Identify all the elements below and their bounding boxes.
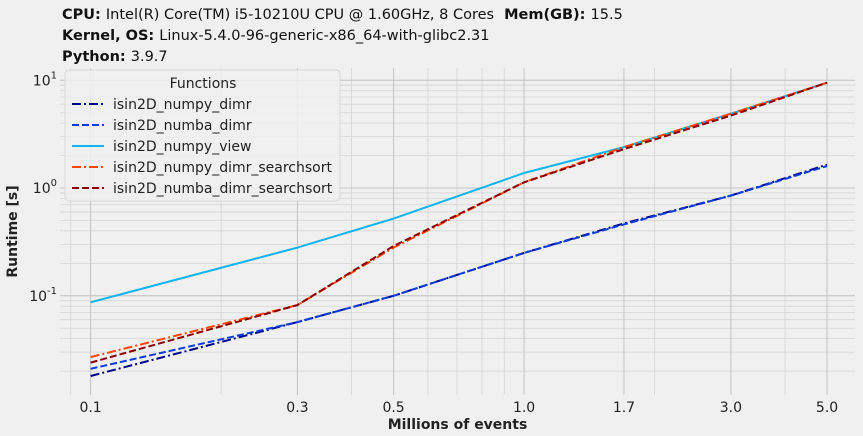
header-line-1: CPU: Intel(R) Core(TM) i5-10210U CPU @ 1… (62, 7, 623, 23)
y-axis-label: Runtime [s] (5, 185, 21, 277)
legend-entry: isin2D_numpy_dimr (113, 97, 252, 113)
system-info-header: CPU: Intel(R) Core(TM) i5-10210U CPU @ 1… (62, 7, 623, 65)
x-tick-label: 0.1 (79, 400, 101, 416)
x-axis-label: Millions of events (388, 417, 528, 433)
x-tick-label: 0.5 (382, 400, 404, 416)
header-line-3: Python: 3.9.7 (62, 49, 168, 65)
header-value: 3.9.7 (131, 49, 168, 65)
y-tick-labels: 10-1 100 101 (29, 70, 57, 305)
header-key: CPU: (62, 7, 106, 23)
x-tick-label: 3.0 (720, 400, 742, 416)
legend: Functions isin2D_numpy_dimr isin2D_numba_… (64, 69, 341, 202)
header-line-2: Kernel, OS: Linux-5.4.0-96-generic-x86_6… (62, 28, 490, 44)
header-key: Python: (62, 49, 131, 65)
x-tick-labels: 0.1 0.3 0.5 1.0 1.7 3.0 5.0 (79, 400, 838, 416)
header-value: Linux-5.4.0-96-generic-x86_64-with-glibc… (159, 28, 489, 44)
legend-entry: isin2D_numpy_view (113, 139, 251, 155)
legend-title: Functions (170, 76, 237, 92)
x-tick-label: 1.0 (513, 400, 535, 416)
series-line-isin2D_numba_dimr_searchsort (90, 81, 828, 364)
y-tick-label: 100 (33, 178, 57, 197)
legend-entry: isin2D_numba_dimr_searchsort (113, 181, 333, 197)
header-key: Mem(GB): (504, 7, 590, 23)
y-tick-label: 10-1 (29, 286, 57, 305)
series-layer (90, 81, 828, 377)
major-gridlines (60, 68, 855, 395)
x-tick-label: 1.7 (613, 400, 635, 416)
series-line-isin2D_numba_dimr (90, 165, 828, 370)
legend-entry: isin2D_numba_dimr (113, 118, 252, 134)
series-line-isin2D_numpy_view (90, 81, 828, 304)
header-key: Kernel, OS: (62, 28, 159, 44)
header-value: 15.5 (591, 7, 623, 23)
header-value: Intel(R) Core(TM) i5-10210U CPU @ 1.60GH… (106, 7, 494, 23)
x-tick-label: 5.0 (816, 400, 838, 416)
legend-box (64, 69, 341, 202)
x-tick-label: 0.3 (286, 400, 308, 416)
y-tick-label: 101 (33, 70, 57, 89)
legend-entry: isin2D_numpy_dimr_searchsort (113, 160, 332, 176)
